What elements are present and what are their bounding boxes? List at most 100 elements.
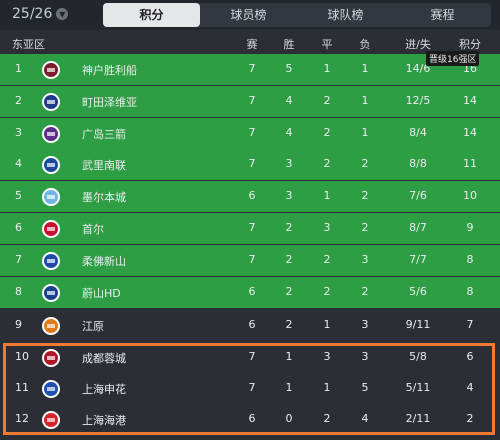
table-row[interactable]: 12 上海海港 6 0 2 4 2/11 2 <box>0 404 500 435</box>
qualification-badge: 晋级16强区 <box>426 51 480 66</box>
team-logo-icon <box>42 188 60 206</box>
points-cell: 9 <box>466 221 474 234</box>
points-cell: 2 <box>466 412 474 425</box>
header-goals: 进/失 <box>405 38 431 51</box>
team-logo-icon <box>42 380 60 398</box>
win-cell: 2 <box>285 253 293 266</box>
team-name: 蔚山HD <box>82 287 121 300</box>
table-row[interactable]: 2 町田泽维亚 7 4 2 1 12/5 14 <box>0 86 500 117</box>
draw-cell: 3 <box>323 350 331 363</box>
played-cell: 7 <box>248 126 256 139</box>
rank-cell: 9 <box>15 318 22 331</box>
team-name: 武里南联 <box>82 159 126 172</box>
rank-cell: 10 <box>15 350 29 363</box>
points-cell: 14 <box>463 94 477 107</box>
played-cell: 7 <box>248 253 256 266</box>
table-header: 东亚区 赛 胜 平 负 进/失 积分 <box>0 30 500 54</box>
team-logo-icon <box>42 125 60 143</box>
points-cell: 11 <box>463 157 477 170</box>
team-name: 成都蓉城 <box>82 352 126 365</box>
points-cell: 8 <box>466 285 474 298</box>
loss-cell: 1 <box>361 62 369 75</box>
table-row[interactable]: 11 上海申花 7 1 1 5 5/11 4 <box>0 373 500 404</box>
team-name: 江原 <box>82 320 104 333</box>
draw-cell: 3 <box>323 221 331 234</box>
goals-cell: 8/4 <box>409 126 427 139</box>
header-win: 胜 <box>283 38 295 51</box>
tab-3[interactable]: 赛程 <box>430 8 455 22</box>
team-name: 墨尔本城 <box>82 191 126 204</box>
table-row[interactable]: 8 蔚山HD 6 2 2 2 5/6 8 <box>0 277 500 308</box>
draw-cell: 1 <box>323 62 331 75</box>
points-cell: 8 <box>466 253 474 266</box>
team-name: 町田泽维亚 <box>82 96 137 109</box>
table-row[interactable]: 4 武里南联 7 3 2 2 8/8 11 <box>0 149 500 180</box>
table-row[interactable]: 5 墨尔本城 6 3 1 2 7/6 10 <box>0 181 500 212</box>
team-name: 广岛三箭 <box>82 128 126 141</box>
season-selector[interactable]: 25/26 ▼ <box>12 6 69 22</box>
draw-cell: 2 <box>323 94 331 107</box>
win-cell: 0 <box>285 412 293 425</box>
goals-cell: 2/11 <box>405 412 431 425</box>
team-name: 神户胜利船 <box>82 64 137 77</box>
win-cell: 3 <box>285 189 293 202</box>
points-cell: 10 <box>463 189 477 202</box>
points-cell: 7 <box>466 318 474 331</box>
win-cell: 2 <box>285 318 293 331</box>
team-logo-icon <box>42 411 60 429</box>
team-logo-icon <box>42 220 60 238</box>
loss-cell: 2 <box>361 157 369 170</box>
loss-cell: 1 <box>361 126 369 139</box>
header-draw: 平 <box>321 38 333 51</box>
draw-cell: 2 <box>323 412 331 425</box>
highlight-box <box>3 343 495 435</box>
points-cell: 14 <box>463 126 477 139</box>
goals-cell: 5/11 <box>405 381 431 394</box>
header-group: 东亚区 <box>12 38 45 51</box>
goals-cell: 7/7 <box>409 253 427 266</box>
table-row[interactable]: 6 首尔 7 2 3 2 8/7 9 <box>0 213 500 244</box>
header-played: 赛 <box>246 38 258 51</box>
points-cell: 4 <box>466 381 474 394</box>
win-cell: 5 <box>285 62 293 75</box>
tab-2[interactable]: 球队榜 <box>327 8 364 22</box>
team-logo-icon <box>42 93 60 111</box>
table-row[interactable]: 7 柔佛新山 7 2 2 3 7/7 8 <box>0 245 500 276</box>
draw-cell: 2 <box>323 126 331 139</box>
loss-cell: 2 <box>361 221 369 234</box>
played-cell: 7 <box>248 62 256 75</box>
goals-cell: 9/11 <box>405 318 431 331</box>
goals-cell: 5/6 <box>409 285 427 298</box>
played-cell: 6 <box>248 318 256 331</box>
goals-cell: 8/7 <box>409 221 427 234</box>
team-name: 首尔 <box>82 223 104 236</box>
table-row[interactable]: 9 江原 6 2 1 3 9/11 7 <box>0 310 500 342</box>
win-cell: 2 <box>285 221 293 234</box>
goals-cell: 5/8 <box>409 350 427 363</box>
team-name: 上海海港 <box>82 414 126 427</box>
header-loss: 负 <box>359 38 371 51</box>
team-logo-icon <box>42 317 60 335</box>
played-cell: 6 <box>248 189 256 202</box>
goals-cell: 7/6 <box>409 189 427 202</box>
win-cell: 4 <box>285 94 293 107</box>
played-cell: 7 <box>248 94 256 107</box>
team-logo-icon <box>42 252 60 270</box>
win-cell: 1 <box>285 350 293 363</box>
loss-cell: 1 <box>361 94 369 107</box>
rank-cell: 4 <box>15 157 22 170</box>
table-row[interactable]: 3 广岛三箭 7 4 2 1 8/4 14 <box>0 118 500 149</box>
rank-cell: 6 <box>15 221 22 234</box>
loss-cell: 4 <box>361 412 369 425</box>
loss-cell: 3 <box>361 350 369 363</box>
tab-1[interactable]: 球员榜 <box>230 8 267 22</box>
header-points: 积分 <box>459 38 481 51</box>
tab-bar: 积分 球员榜 球队榜 赛程 <box>103 3 491 27</box>
loss-cell: 3 <box>361 318 369 331</box>
table-row[interactable]: 1 神户胜利船 7 5 1 1 14/6 16 <box>0 54 500 85</box>
team-logo-icon <box>42 284 60 302</box>
table-row[interactable]: 10 成都蓉城 7 1 3 3 5/8 6 <box>0 342 500 373</box>
played-cell: 7 <box>248 157 256 170</box>
tab-0[interactable]: 积分 <box>103 3 200 27</box>
team-logo-icon <box>42 349 60 367</box>
